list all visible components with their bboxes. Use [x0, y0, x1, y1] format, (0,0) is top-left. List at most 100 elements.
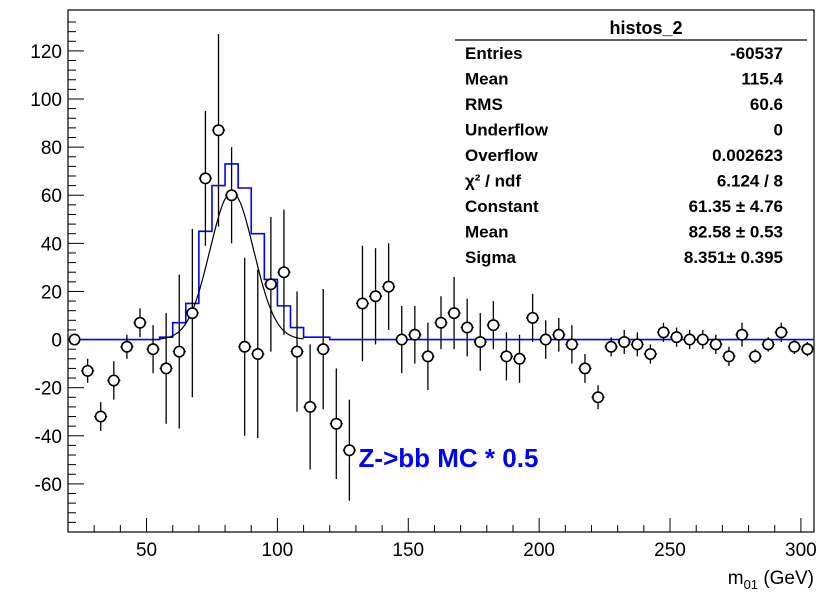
data-point-marker — [474, 335, 487, 348]
data-point-marker — [513, 352, 526, 365]
data-point-marker — [788, 340, 801, 353]
mc-histogram — [68, 163, 814, 341]
stats-row-label: Sigma — [465, 248, 517, 267]
plot-frame — [67, 9, 815, 533]
stats-row-label: Mean — [465, 70, 508, 89]
stats-row-value: 60.6 — [750, 95, 783, 114]
stats-row-value: 6.124 / 8 — [717, 172, 783, 191]
x-tick-label: 50 — [136, 540, 157, 561]
data-point-marker — [552, 328, 565, 341]
data-point-marker — [539, 333, 552, 346]
data-point-marker — [749, 350, 762, 363]
data-point-marker — [68, 333, 81, 346]
data-point-marker — [775, 326, 788, 339]
stats-row-label: Underflow — [465, 121, 549, 140]
x-tick-label: 200 — [523, 540, 555, 561]
stats-row-value: 8.351± 0.395 — [684, 248, 783, 267]
x-axis-label-unit: (GeV) — [758, 568, 814, 589]
y-tick-label: 60 — [41, 186, 62, 207]
data-point-marker — [107, 374, 120, 387]
x-tick-label: 300 — [785, 540, 817, 561]
stats-row-value: 0.002623 — [712, 146, 783, 165]
y-tick-label: 40 — [41, 234, 62, 255]
data-point-marker — [487, 319, 500, 332]
x-axis-label-subscript: 01 — [744, 577, 758, 592]
data-point-marker — [801, 343, 814, 356]
stats-box-title: histos_2 — [609, 18, 682, 38]
data-point-marker — [526, 311, 539, 324]
data-point-marker — [81, 364, 94, 377]
y-tick-label: 120 — [30, 42, 62, 63]
data-point-marker — [317, 343, 330, 356]
data-point-marker — [251, 347, 264, 360]
data-point-marker — [408, 328, 421, 341]
data-point-marker — [592, 391, 605, 404]
axis-ticks: 50 100 150 200 250 300 -60 -40 -20 0 20 40 60 80 100 12… — [30, 21, 817, 561]
stats-box: histos_2 Entries -60537 Mean 115.4 RMS 60.6 Un… — [455, 14, 807, 268]
stats-box-background — [455, 14, 807, 268]
data-point-marker — [434, 316, 447, 329]
data-point-marker — [120, 340, 133, 353]
stats-row-value: 0 — [774, 121, 783, 140]
data-point-marker — [670, 331, 683, 344]
stats-row-value: -60537 — [730, 44, 783, 63]
data-points — [68, 34, 814, 501]
y-tick-label: 100 — [30, 90, 62, 111]
data-point-marker — [631, 338, 644, 351]
data-point-marker — [696, 333, 709, 346]
data-point-marker — [343, 444, 356, 457]
data-point-marker — [736, 328, 749, 341]
x-tick-label: 100 — [262, 540, 294, 561]
data-point-marker — [173, 345, 186, 358]
data-point-marker — [382, 280, 395, 293]
data-point-marker — [657, 326, 670, 339]
data-point-marker — [644, 347, 657, 360]
data-point-marker — [186, 307, 199, 320]
data-point-marker — [722, 350, 735, 363]
mc-histogram-line — [68, 163, 814, 341]
data-point-marker — [291, 345, 304, 358]
y-tick-label: -20 — [35, 379, 62, 400]
data-point-marker — [421, 350, 434, 363]
data-point-marker — [500, 350, 513, 363]
y-tick-label: -60 — [35, 475, 62, 496]
stats-row-value: 61.35 ± 4.76 — [689, 197, 783, 216]
data-point-marker — [448, 307, 461, 320]
x-tick-label: 250 — [654, 540, 686, 561]
stats-row-value: 82.58 ± 0.53 — [689, 223, 783, 242]
stats-row-label: Constant — [465, 197, 539, 216]
data-point-marker — [618, 335, 631, 348]
data-point-marker — [683, 333, 696, 346]
x-axis-label-main: m — [728, 568, 744, 589]
data-point-marker — [369, 290, 382, 303]
data-point-marker — [264, 278, 277, 291]
data-point-marker — [304, 400, 317, 413]
stats-row-value: 115.4 — [741, 70, 783, 89]
data-point-marker — [461, 321, 474, 334]
data-point-marker — [160, 362, 173, 375]
y-tick-label: 80 — [41, 138, 62, 159]
data-point-marker — [578, 362, 591, 375]
data-point-marker — [277, 266, 290, 279]
y-tick-label: 0 — [51, 331, 62, 352]
data-point-marker — [147, 343, 160, 356]
x-tick-label: 150 — [392, 540, 424, 561]
axes-frame — [67, 9, 815, 533]
y-tick-label: -40 — [35, 427, 62, 448]
y-tick-label: 20 — [41, 282, 62, 303]
data-point-marker — [605, 340, 618, 353]
x-axis-label: m01 (GeV) — [728, 568, 814, 592]
data-point-marker — [199, 172, 212, 185]
annotation-label: Z->bb MC * 0.5 — [359, 443, 539, 473]
data-point-marker — [225, 189, 238, 202]
data-point-marker — [709, 338, 722, 351]
data-point-marker — [356, 297, 369, 310]
stats-row-label: RMS — [465, 95, 503, 114]
data-point-marker — [238, 340, 251, 353]
data-point-marker — [133, 316, 146, 329]
data-point-marker — [565, 338, 578, 351]
stats-row-label: Mean — [465, 223, 508, 242]
data-point-marker — [330, 417, 343, 430]
data-point-marker — [212, 124, 225, 137]
